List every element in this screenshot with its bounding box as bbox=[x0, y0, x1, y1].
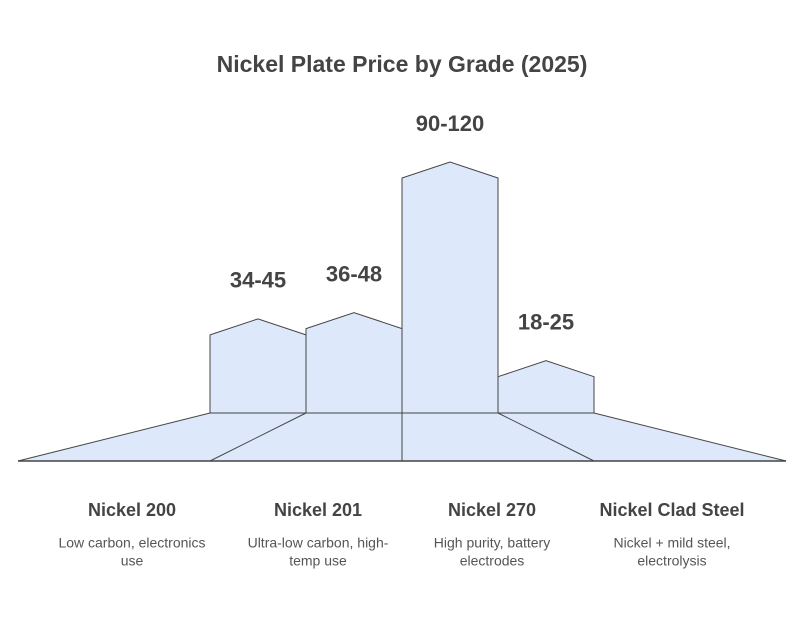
category-description: Low carbon, electronics bbox=[58, 535, 205, 551]
category-description: use bbox=[121, 553, 144, 569]
category-label: Nickel 201 bbox=[274, 500, 362, 520]
category-description: electrolysis bbox=[637, 553, 706, 569]
bar bbox=[305, 312, 403, 414]
category-label: Nickel 270 bbox=[448, 500, 536, 520]
category-description: High purity, battery bbox=[434, 535, 550, 551]
category-description: Ultra-low carbon, high- bbox=[248, 535, 389, 551]
bar bbox=[497, 360, 595, 414]
value-label: 90-120 bbox=[416, 111, 485, 136]
floor-divider bbox=[497, 412, 595, 462]
bar bbox=[401, 161, 499, 414]
value-label: 18-25 bbox=[518, 310, 574, 335]
category-label: Nickel Clad Steel bbox=[599, 500, 744, 520]
category-description: temp use bbox=[289, 553, 347, 569]
bar bbox=[209, 318, 307, 414]
category-description: Nickel + mild steel, bbox=[613, 535, 730, 551]
category-label: Nickel 200 bbox=[88, 500, 176, 520]
value-label: 36-48 bbox=[326, 261, 382, 286]
floor-divider bbox=[209, 412, 307, 462]
chart-title: Nickel Plate Price by Grade (2025) bbox=[217, 51, 588, 77]
value-label: 34-45 bbox=[230, 268, 286, 293]
category-description: electrodes bbox=[460, 553, 525, 569]
